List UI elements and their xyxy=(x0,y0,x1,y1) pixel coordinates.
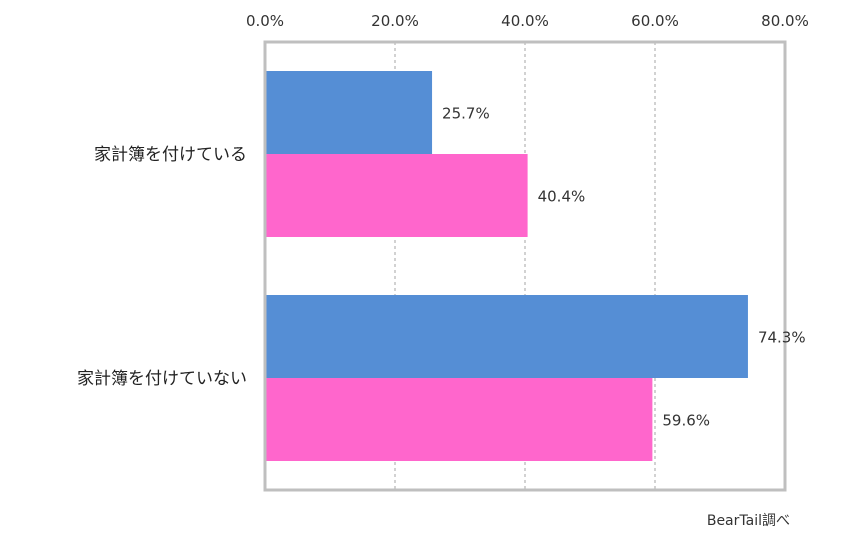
x-tick-labels: 0.0% 20.0% 40.0% 60.0% 80.0% xyxy=(246,12,809,30)
bar xyxy=(265,295,748,378)
source-note: BearTail調べ xyxy=(707,513,790,529)
x-tick-label: 40.0% xyxy=(501,12,549,30)
x-tick-label: 60.0% xyxy=(631,12,679,30)
data-label: 59.6% xyxy=(662,412,710,430)
category-label: 家計簿を付けていない xyxy=(77,369,247,389)
category-label: 家計簿を付けている xyxy=(94,145,247,165)
bars xyxy=(265,71,748,461)
data-label: 40.4% xyxy=(538,188,586,206)
bar xyxy=(265,378,653,461)
plot-frame xyxy=(263,40,787,492)
data-labels: 25.7% 40.4% 74.3% 59.6% xyxy=(442,105,806,430)
x-tick-label: 80.0% xyxy=(761,12,809,30)
data-label: 25.7% xyxy=(442,105,490,123)
bar xyxy=(265,154,528,237)
x-tick-label: 0.0% xyxy=(246,12,284,30)
data-label: 74.3% xyxy=(758,329,806,347)
plot-border xyxy=(263,40,787,492)
bar xyxy=(265,71,433,154)
x-tick-label: 20.0% xyxy=(371,12,419,30)
